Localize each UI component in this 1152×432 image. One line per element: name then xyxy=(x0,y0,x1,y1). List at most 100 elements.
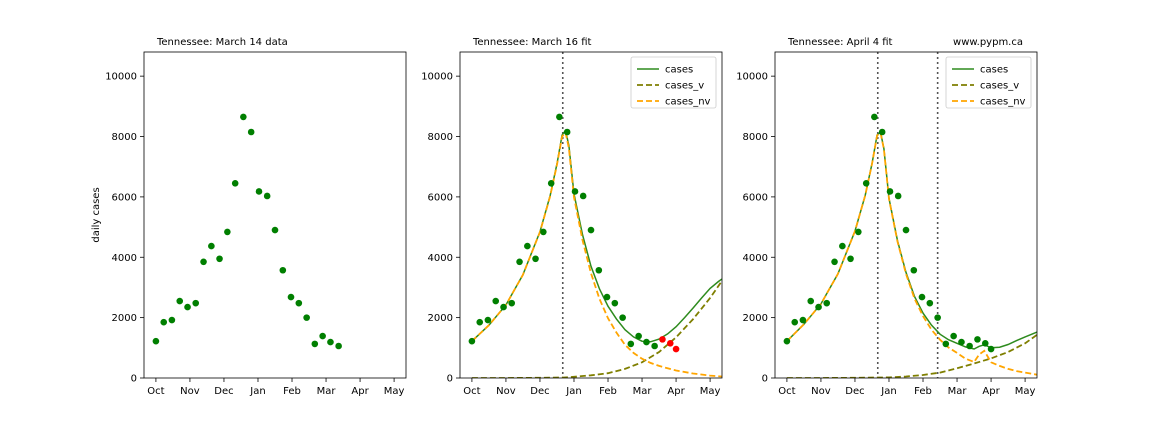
data-point xyxy=(532,255,539,263)
data-point xyxy=(492,297,500,305)
data-point xyxy=(563,128,571,136)
data-point xyxy=(839,242,846,250)
data-point xyxy=(958,338,965,346)
x-tick-label: Nov xyxy=(180,386,200,397)
data-point xyxy=(926,299,934,307)
x-tick-label: Jan xyxy=(565,386,581,397)
data-point xyxy=(987,345,995,353)
y-tick-label: 2000 xyxy=(428,313,453,324)
data-point xyxy=(176,297,184,305)
data-point xyxy=(918,293,926,301)
data-point xyxy=(547,180,555,187)
data-point xyxy=(807,297,815,305)
data-point xyxy=(831,258,838,266)
x-tick-label: Dec xyxy=(530,386,549,397)
data-point xyxy=(643,338,650,346)
y-tick-label: 0 xyxy=(131,374,137,385)
x-tick-label: Dec xyxy=(845,386,864,397)
data-point xyxy=(224,228,231,236)
data-point xyxy=(587,226,595,234)
validation-point xyxy=(672,345,680,353)
panel-title: Tennessee: April 4 fit xyxy=(787,37,893,48)
x-tick-label: May xyxy=(384,386,405,397)
data-point xyxy=(311,340,319,348)
panel-right-title: www.pypm.ca xyxy=(953,37,1023,48)
y-tick-label: 10000 xyxy=(421,72,453,83)
validation-point xyxy=(666,339,674,347)
x-tick-label: Mar xyxy=(948,386,968,397)
y-tick-label: 0 xyxy=(447,374,453,385)
y-tick-label: 2000 xyxy=(112,313,137,324)
data-point xyxy=(556,113,563,121)
data-point xyxy=(942,340,950,348)
x-tick-label: Jan xyxy=(249,386,265,397)
data-point xyxy=(303,314,310,321)
legend-label-cases_nv: cases_nv xyxy=(980,97,1026,108)
validation-point xyxy=(659,336,666,343)
data-point xyxy=(847,255,854,263)
data-point xyxy=(484,316,492,324)
y-tick-label: 8000 xyxy=(112,132,137,143)
y-tick-label: 6000 xyxy=(112,192,137,203)
x-tick-label: May xyxy=(1015,386,1036,397)
data-point xyxy=(934,314,941,321)
data-point xyxy=(476,318,484,326)
y-tick-label: 4000 xyxy=(112,253,137,264)
data-point xyxy=(981,339,989,347)
panel-april-4-fit: Tennessee: April 4 fit www.pypm.ca Oct No… xyxy=(736,37,1038,397)
y-tick-label: 4000 xyxy=(743,253,768,264)
x-tick-label: Jan xyxy=(880,386,896,397)
x-tick-label: Oct xyxy=(463,386,480,397)
x-tick-label: Feb xyxy=(283,386,301,397)
y-tick-label: 8000 xyxy=(428,132,453,143)
data-point xyxy=(208,242,215,250)
data-point xyxy=(184,303,191,311)
data-point xyxy=(579,192,587,200)
data-point xyxy=(231,180,239,187)
data-point xyxy=(200,258,207,266)
data-point xyxy=(247,128,255,136)
data-point xyxy=(516,258,523,266)
data-point xyxy=(595,266,603,274)
y-tick-label: 10000 xyxy=(736,72,768,83)
data-point xyxy=(950,332,957,340)
x-tick-label: Apr xyxy=(982,386,1000,397)
data-point xyxy=(271,226,279,234)
plot-frame xyxy=(143,51,407,379)
x-tick-label: Mar xyxy=(633,386,653,397)
legend-label-cases_v: cases_v xyxy=(980,81,1019,92)
data-point xyxy=(279,266,287,274)
x-tick-label: Apr xyxy=(351,386,369,397)
data-point xyxy=(160,318,168,326)
data-point xyxy=(966,342,973,350)
data-point xyxy=(619,314,626,321)
panel-title: Tennessee: March 14 data xyxy=(156,37,288,48)
data-point xyxy=(192,299,200,307)
data-point xyxy=(611,299,619,307)
data-point xyxy=(255,188,263,195)
data-point xyxy=(894,192,902,200)
y-tick-label: 10000 xyxy=(105,72,137,83)
data-point xyxy=(508,299,516,307)
series-line-cases xyxy=(471,128,722,343)
panel-march-14-data: Tennessee: March 14 data daily cases Oct… xyxy=(91,37,407,397)
y-tick-label: 8000 xyxy=(743,132,768,143)
data-point xyxy=(886,188,894,195)
y-axis-label: daily cases xyxy=(91,187,102,242)
data-point xyxy=(240,113,247,121)
data-point xyxy=(335,342,342,350)
plot-frame xyxy=(774,51,1038,379)
legend-label-cases: cases xyxy=(980,65,1008,76)
data-point xyxy=(974,336,981,343)
x-tick-label: May xyxy=(700,386,721,397)
data-point xyxy=(263,192,271,200)
panel-march-16-fit: Tennessee: March 16 fit Oct Nov Dec Jan Feb M… xyxy=(421,37,723,397)
x-tick-label: Oct xyxy=(778,386,795,397)
legend-label-cases: cases xyxy=(665,65,693,76)
data-point xyxy=(862,180,870,187)
data-point xyxy=(468,337,476,345)
data-point xyxy=(603,293,611,301)
data-point xyxy=(571,188,579,195)
data-point xyxy=(791,318,799,326)
